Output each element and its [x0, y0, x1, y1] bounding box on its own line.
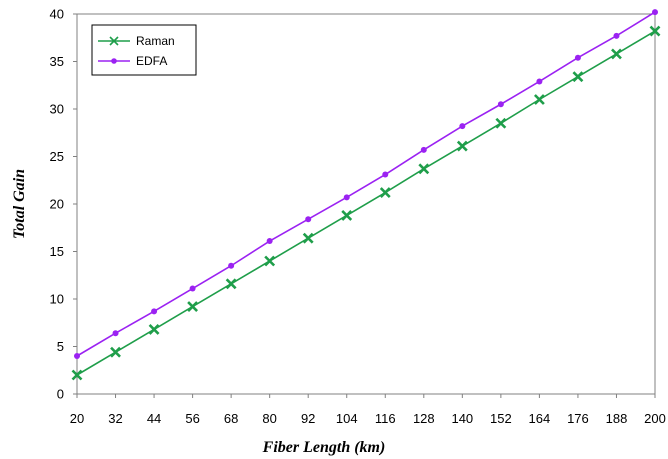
- series-line: [76, 11, 656, 357]
- x-tick-label: 128: [413, 411, 435, 426]
- x-tick-label: 80: [262, 411, 276, 426]
- data-point: [652, 9, 658, 16]
- x-tick-label: 176: [567, 411, 589, 426]
- x-tick-label: 68: [224, 411, 238, 426]
- y-tick-label: 25: [50, 149, 64, 164]
- data-point: [343, 194, 350, 201]
- legend-box: [91, 24, 197, 76]
- y-tick-label: 10: [50, 292, 64, 307]
- series-layer: [71, 9, 661, 381]
- series-line: [76, 30, 656, 376]
- x-tick-label: 188: [606, 411, 628, 426]
- data-point: [420, 146, 427, 153]
- data-point: [536, 78, 543, 85]
- x-tick-label: 140: [451, 411, 473, 426]
- data-point: [572, 71, 584, 83]
- legend-marker: [109, 36, 119, 46]
- data-point: [228, 262, 235, 269]
- legend-items: Raman EDFA: [98, 34, 175, 68]
- data-point: [74, 353, 80, 359]
- data-point: [187, 301, 199, 313]
- x-tick-label: 20: [70, 411, 84, 426]
- data-point: [341, 209, 353, 221]
- data-point: [266, 238, 273, 245]
- data-point: [302, 232, 314, 244]
- data-point: [305, 216, 312, 223]
- x-axis-ticks: 20 32 44 56 68 80 92 104 116 128 140 152 164 176 188 20…: [70, 394, 666, 426]
- y-tick-label: 35: [50, 54, 64, 69]
- data-point: [574, 54, 581, 61]
- x-tick-label: 200: [644, 411, 666, 426]
- legend-marker: [111, 58, 117, 64]
- y-tick-label: 15: [50, 244, 64, 259]
- data-point: [382, 171, 389, 178]
- y-tick-label: 30: [50, 102, 64, 117]
- data-point: [71, 369, 83, 381]
- x-tick-label: 92: [301, 411, 315, 426]
- y-axis-ticks: 0 5 10 15 20 25 30 35 40: [50, 7, 77, 402]
- x-axis-title: Fiber Length (km): [262, 439, 386, 456]
- x-tick-label: 152: [490, 411, 512, 426]
- data-point: [225, 278, 237, 290]
- legend: Raman EDFA: [91, 24, 197, 76]
- data-point: [649, 25, 661, 37]
- data-point: [613, 32, 620, 39]
- legend-item: EDFA: [98, 54, 167, 68]
- series-raman: [71, 25, 661, 381]
- x-tick-label: 56: [185, 411, 199, 426]
- data-point: [456, 140, 468, 152]
- x-tick-label: 104: [336, 411, 358, 426]
- data-point: [379, 187, 391, 199]
- y-tick-label: 20: [50, 197, 64, 212]
- legend-label: EDFA: [136, 54, 167, 68]
- legend-label: Raman: [136, 34, 175, 48]
- series-edfa: [74, 9, 658, 359]
- data-point: [112, 330, 119, 337]
- x-tick-label: 32: [108, 411, 122, 426]
- data-point: [495, 117, 507, 129]
- data-point: [264, 255, 276, 267]
- data-point: [151, 308, 158, 315]
- y-tick-label: 0: [57, 387, 64, 402]
- y-tick-label: 40: [50, 7, 64, 22]
- data-point: [148, 323, 160, 335]
- data-point: [459, 123, 466, 130]
- data-point: [189, 285, 196, 292]
- y-tick-label: 5: [57, 339, 64, 354]
- data-point: [110, 346, 121, 358]
- data-point: [533, 94, 545, 105]
- x-tick-label: 116: [375, 411, 396, 426]
- data-point: [497, 101, 504, 108]
- data-point: [418, 163, 430, 175]
- x-tick-label: 44: [147, 411, 161, 426]
- y-axis-title: Total Gain: [11, 169, 28, 239]
- data-point: [611, 48, 622, 60]
- x-tick-label: 164: [529, 411, 551, 426]
- legend-item: Raman: [98, 34, 175, 48]
